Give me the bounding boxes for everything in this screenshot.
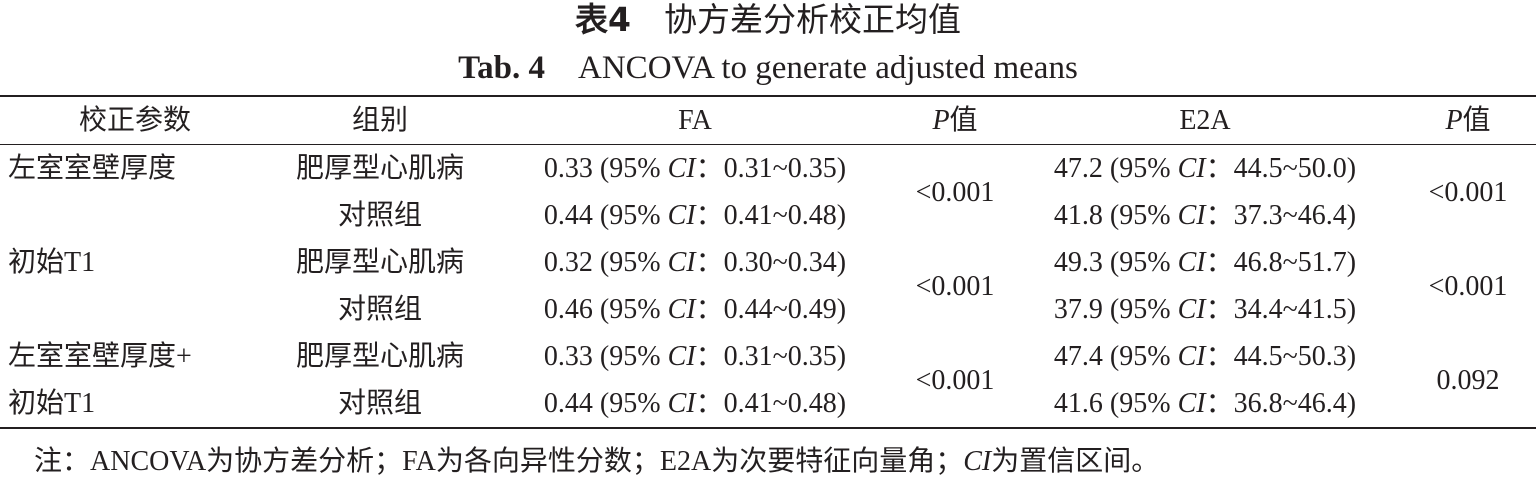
- text-run: ：46.8~51.7): [1205, 247, 1357, 278]
- text-run: ：0.31~0.35): [695, 341, 847, 372]
- param-line: 左室室壁厚度+: [8, 341, 192, 372]
- fa-cell: 0.44 (95% CI：0.41~0.48): [490, 192, 900, 239]
- param-cell: 初始T1: [0, 239, 270, 333]
- e2a-cell: 37.9 (95% CI：34.4~41.5): [1010, 286, 1400, 333]
- text-run: CI: [1177, 153, 1206, 184]
- table-note: 注：ANCOVA为协方差分析；FA为各向异性分数；E2A为次要特征向量角；CI为…: [34, 442, 1159, 482]
- column-header: P值: [900, 96, 1010, 145]
- fa-cell: 0.33 (95% CI：0.31~0.35): [490, 145, 900, 193]
- e2a-p-cell: 0.092: [1436, 364, 1500, 396]
- text-run: CI: [667, 200, 696, 231]
- text-run: ：0.31~0.35): [695, 153, 847, 184]
- table-title: 表4 协方差分析校正均值: [0, 0, 1536, 40]
- group-cell: 肥厚型心肌病: [295, 341, 464, 372]
- e2a-cell: 47.2 (95% CI：44.5~50.0): [1010, 145, 1400, 193]
- group-cell: 肥厚型心肌病: [295, 247, 464, 278]
- table-row: 对照组 0.44 (95% CI：0.41~0.48) 41.8 (95% CI：3…: [0, 192, 1536, 239]
- text-run: CI: [963, 446, 992, 477]
- text-run: CI: [667, 153, 696, 184]
- fa-cell: 0.44 (95% CI：0.41~0.48): [490, 380, 900, 428]
- text-run: CI: [667, 388, 696, 419]
- fa-cell: 0.33 (95% CI：0.31~0.35): [490, 333, 900, 380]
- text-run: CI: [667, 294, 696, 325]
- text-run: ：0.41~0.48): [695, 200, 847, 231]
- group-cell: 对照组: [337, 294, 422, 325]
- table-row: 初始T1 肥厚型心肌病 0.32 (95% CI：0.30~0.34) <0.001 4…: [0, 239, 1536, 302]
- text-run: CI: [1177, 388, 1206, 419]
- param-cell: 左室室壁厚度: [0, 145, 270, 240]
- e2a-cell: 41.6 (95% CI：36.8~46.4): [1010, 380, 1400, 428]
- table-row: 对照组 0.44 (95% CI：0.41~0.48) 41.6 (95% CI：3…: [0, 380, 1536, 428]
- text-run: ：34.4~41.5): [1205, 294, 1357, 325]
- data-table: 校正参数 组别 FA P值 E2A P值 左室室壁厚度 肥厚型心肌病 0.33 (95% CI…: [0, 95, 1536, 429]
- table-subtitle: Tab. 4 ANCOVA to generate adjusted means: [0, 48, 1536, 88]
- param-line: 左室室壁厚度: [8, 153, 177, 184]
- text-run: CI: [667, 247, 696, 278]
- text-run: ：44.5~50.0): [1205, 153, 1357, 184]
- e2a-cell: 49.3 (95% CI：46.8~51.7): [1010, 239, 1400, 286]
- group-cell: 肥厚型心肌病: [295, 153, 464, 184]
- text-run: 47.4 (95%: [1053, 341, 1178, 372]
- text-run: P: [1445, 105, 1463, 136]
- text-run: CI: [667, 341, 696, 372]
- text-run: CI: [1177, 200, 1206, 231]
- text-run: CI: [1177, 341, 1206, 372]
- text-run: 0.46 (95%: [543, 294, 668, 325]
- text-run: Tab. 4: [458, 50, 546, 86]
- text-run: ：37.3~46.4): [1205, 200, 1357, 231]
- e2a-p-cell: <0.001: [1428, 270, 1508, 302]
- text-run: P: [932, 105, 950, 136]
- table-row: 左室室壁厚度+ 初始T1 肥厚型心肌病 0.33 (95% CI：0.31~0.35)…: [0, 333, 1536, 419]
- group-cell: 对照组: [337, 388, 422, 419]
- column-header: E2A: [1179, 105, 1231, 136]
- text-run: ANCOVA to generate adjusted means: [545, 50, 1078, 86]
- text-run: 值: [1462, 105, 1491, 136]
- text-run: CI: [1177, 247, 1206, 278]
- text-run: 41.8 (95%: [1053, 200, 1178, 231]
- text-run: 0.33 (95%: [543, 153, 668, 184]
- fa-cell: 0.32 (95% CI：0.30~0.34): [490, 239, 900, 286]
- text-run: 0.44 (95%: [543, 388, 668, 419]
- param-line: 初始T1: [8, 247, 96, 278]
- text-run: ：0.44~0.49): [695, 294, 847, 325]
- header-row: 校正参数 组别 FA P值 E2A P值: [0, 96, 1536, 145]
- fa-cell: 0.46 (95% CI：0.44~0.49): [490, 286, 900, 333]
- text-run: 49.3 (95%: [1053, 247, 1178, 278]
- text-run: 表4: [575, 0, 631, 39]
- e2a-cell: 41.8 (95% CI：37.3~46.4): [1010, 192, 1400, 239]
- text-run: ：0.30~0.34): [695, 247, 847, 278]
- column-header: 组别: [351, 105, 408, 136]
- text-run: 0.33 (95%: [543, 341, 668, 372]
- text-run: 为置信区间。: [991, 446, 1160, 477]
- table-row: 左室室壁厚度 肥厚型心肌病 0.33 (95% CI：0.31~0.35) <0.00…: [0, 145, 1536, 208]
- text-run: ：44.5~50.3): [1205, 341, 1357, 372]
- text-run: 注：ANCOVA为协方差分析；FA为各向异性分数；E2A为次要特征向量角；: [34, 446, 964, 477]
- e2a-p-cell: <0.001: [1428, 176, 1508, 208]
- group-cell: 对照组: [337, 200, 422, 231]
- column-header: 校正参数: [78, 105, 191, 136]
- e2a-cell: 47.4 (95% CI：44.5~50.3): [1010, 333, 1400, 380]
- text-run: ：0.41~0.48): [695, 388, 847, 419]
- fa-p-cell: <0.001: [915, 270, 995, 302]
- fa-p-cell: <0.001: [915, 176, 995, 208]
- text-run: 0.32 (95%: [543, 247, 668, 278]
- text-run: 值: [949, 105, 978, 136]
- text-run: 47.2 (95%: [1053, 153, 1178, 184]
- param-cell: 左室室壁厚度+ 初始T1: [0, 333, 270, 428]
- text-run: ：36.8~46.4): [1205, 388, 1357, 419]
- text-run: 37.9 (95%: [1053, 294, 1178, 325]
- text-run: 0.44 (95%: [543, 200, 668, 231]
- param-line: 初始T1: [8, 388, 96, 419]
- table-row: 对照组 0.46 (95% CI：0.44~0.49) 37.9 (95% CI：3…: [0, 286, 1536, 333]
- fa-p-cell: <0.001: [915, 364, 995, 396]
- text-run: 41.6 (95%: [1053, 388, 1178, 419]
- column-header: P值: [1400, 96, 1536, 145]
- column-header: FA: [678, 105, 712, 136]
- text-run: CI: [1177, 294, 1206, 325]
- text-run: 协方差分析校正均值: [630, 0, 961, 39]
